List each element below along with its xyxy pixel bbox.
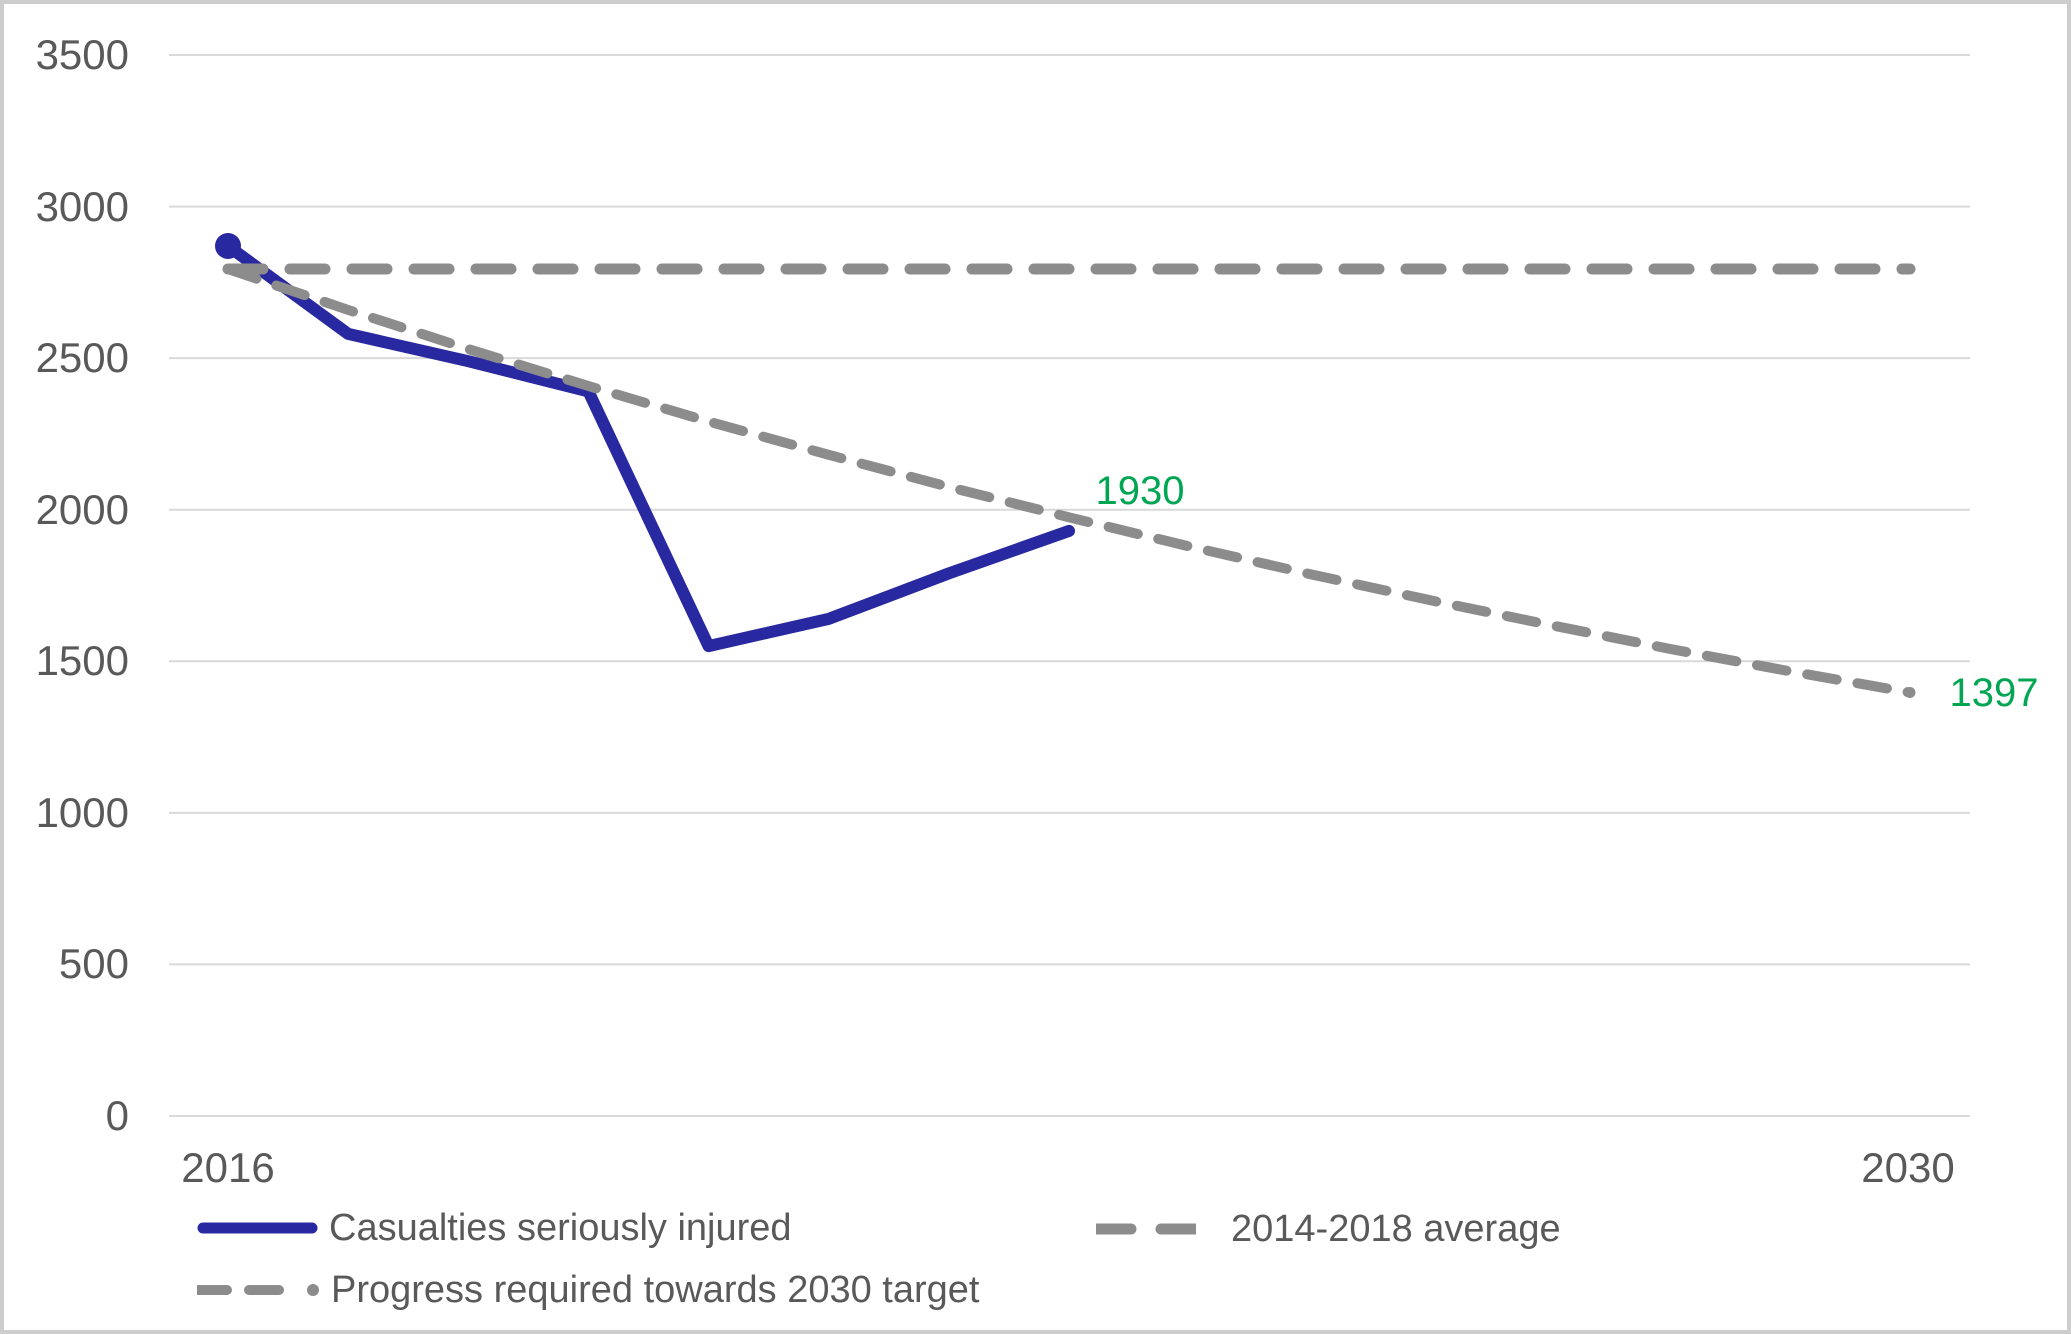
- y-tick-label: 3500: [35, 31, 129, 78]
- line-chart-canvas: [169, 54, 1970, 1117]
- x-tick-label-2016: 2016: [181, 1144, 275, 1191]
- legend-swatch-solid-blue-icon: [197, 1222, 318, 1234]
- y-tick-label: 1000: [35, 788, 129, 836]
- legend-swatch-dashed-gray-icon: [1096, 1223, 1196, 1235]
- y-tick-label: 3000: [35, 182, 129, 230]
- legend-item-average: 2014-2018 average: [1096, 1209, 1561, 1249]
- y-tick-label: 2000: [35, 485, 129, 533]
- legend-item-casualties: Casualties seriously injured: [196, 1208, 792, 1248]
- legend-swatch-dash-dot-gray-icon: [197, 1284, 319, 1296]
- data-label-casualties-latest: 1930: [1095, 468, 1185, 513]
- y-tick-label: 1500: [35, 637, 129, 685]
- legend-label-casualties: Casualties seriously injured: [329, 1207, 792, 1249]
- x-tick-label-2030: 2030: [1861, 1144, 1955, 1191]
- data-label-2030-target: 1397: [1949, 670, 2039, 715]
- legend-label-progress: Progress required towards 2030 target: [331, 1269, 980, 1311]
- y-tick-label: 2500: [35, 334, 129, 382]
- legend-label-average: 2014-2018 average: [1231, 1208, 1561, 1250]
- legend-item-progress: Progress required towards 2030 target: [197, 1270, 979, 1310]
- y-tick-label: 500: [58, 940, 129, 988]
- y-tick-label: 0: [105, 1092, 129, 1139]
